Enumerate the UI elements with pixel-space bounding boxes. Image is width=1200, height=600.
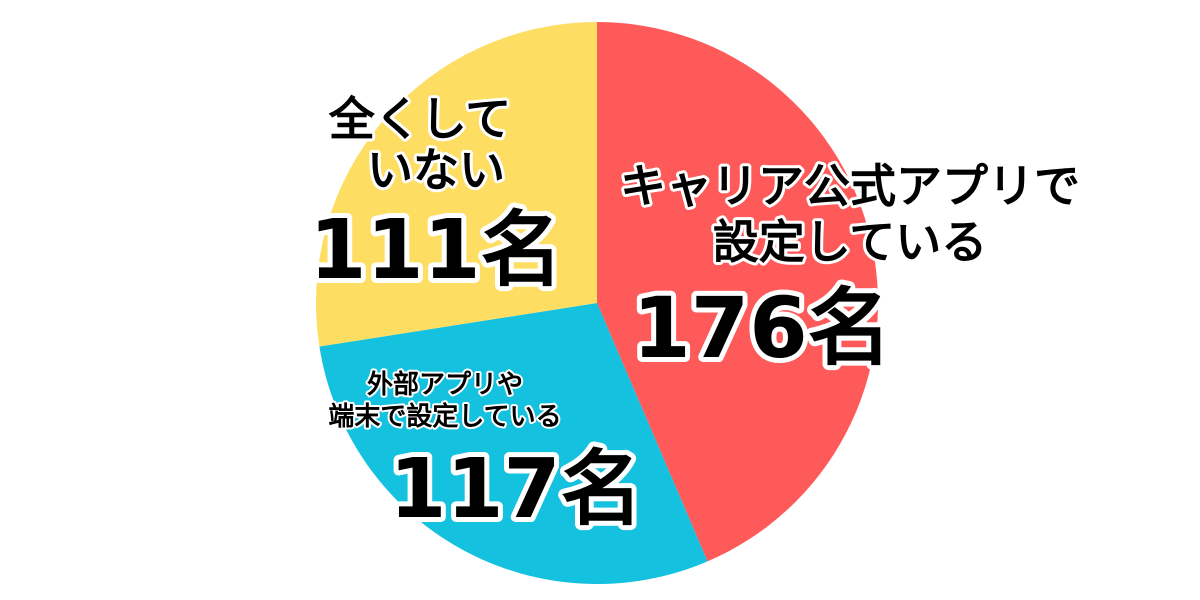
- pie-slice-2: [315, 22, 597, 347]
- label-line: 全くして: [328, 92, 512, 146]
- slice-label-carrier: キャリア公式アプリで 設定している 176名: [617, 156, 1083, 382]
- value-label: 117名: [389, 442, 642, 537]
- value-label: 176名: [632, 279, 891, 377]
- value-label: 111名: [309, 203, 562, 298]
- label-line: 外部アプリや: [367, 370, 523, 400]
- slice-label-none: 全くして いない 111名: [304, 89, 567, 303]
- label-line: 端末で設定している: [328, 401, 561, 432]
- slice-label-external: 外部アプリや 端末で設定している 117名: [326, 368, 647, 542]
- label-line: いない: [367, 143, 505, 197]
- pie-slice-0: [597, 22, 878, 562]
- label-line: 設定している: [713, 215, 988, 269]
- label-line: キャリア公式アプリで: [620, 159, 1080, 213]
- pie-slice-1: [319, 303, 708, 584]
